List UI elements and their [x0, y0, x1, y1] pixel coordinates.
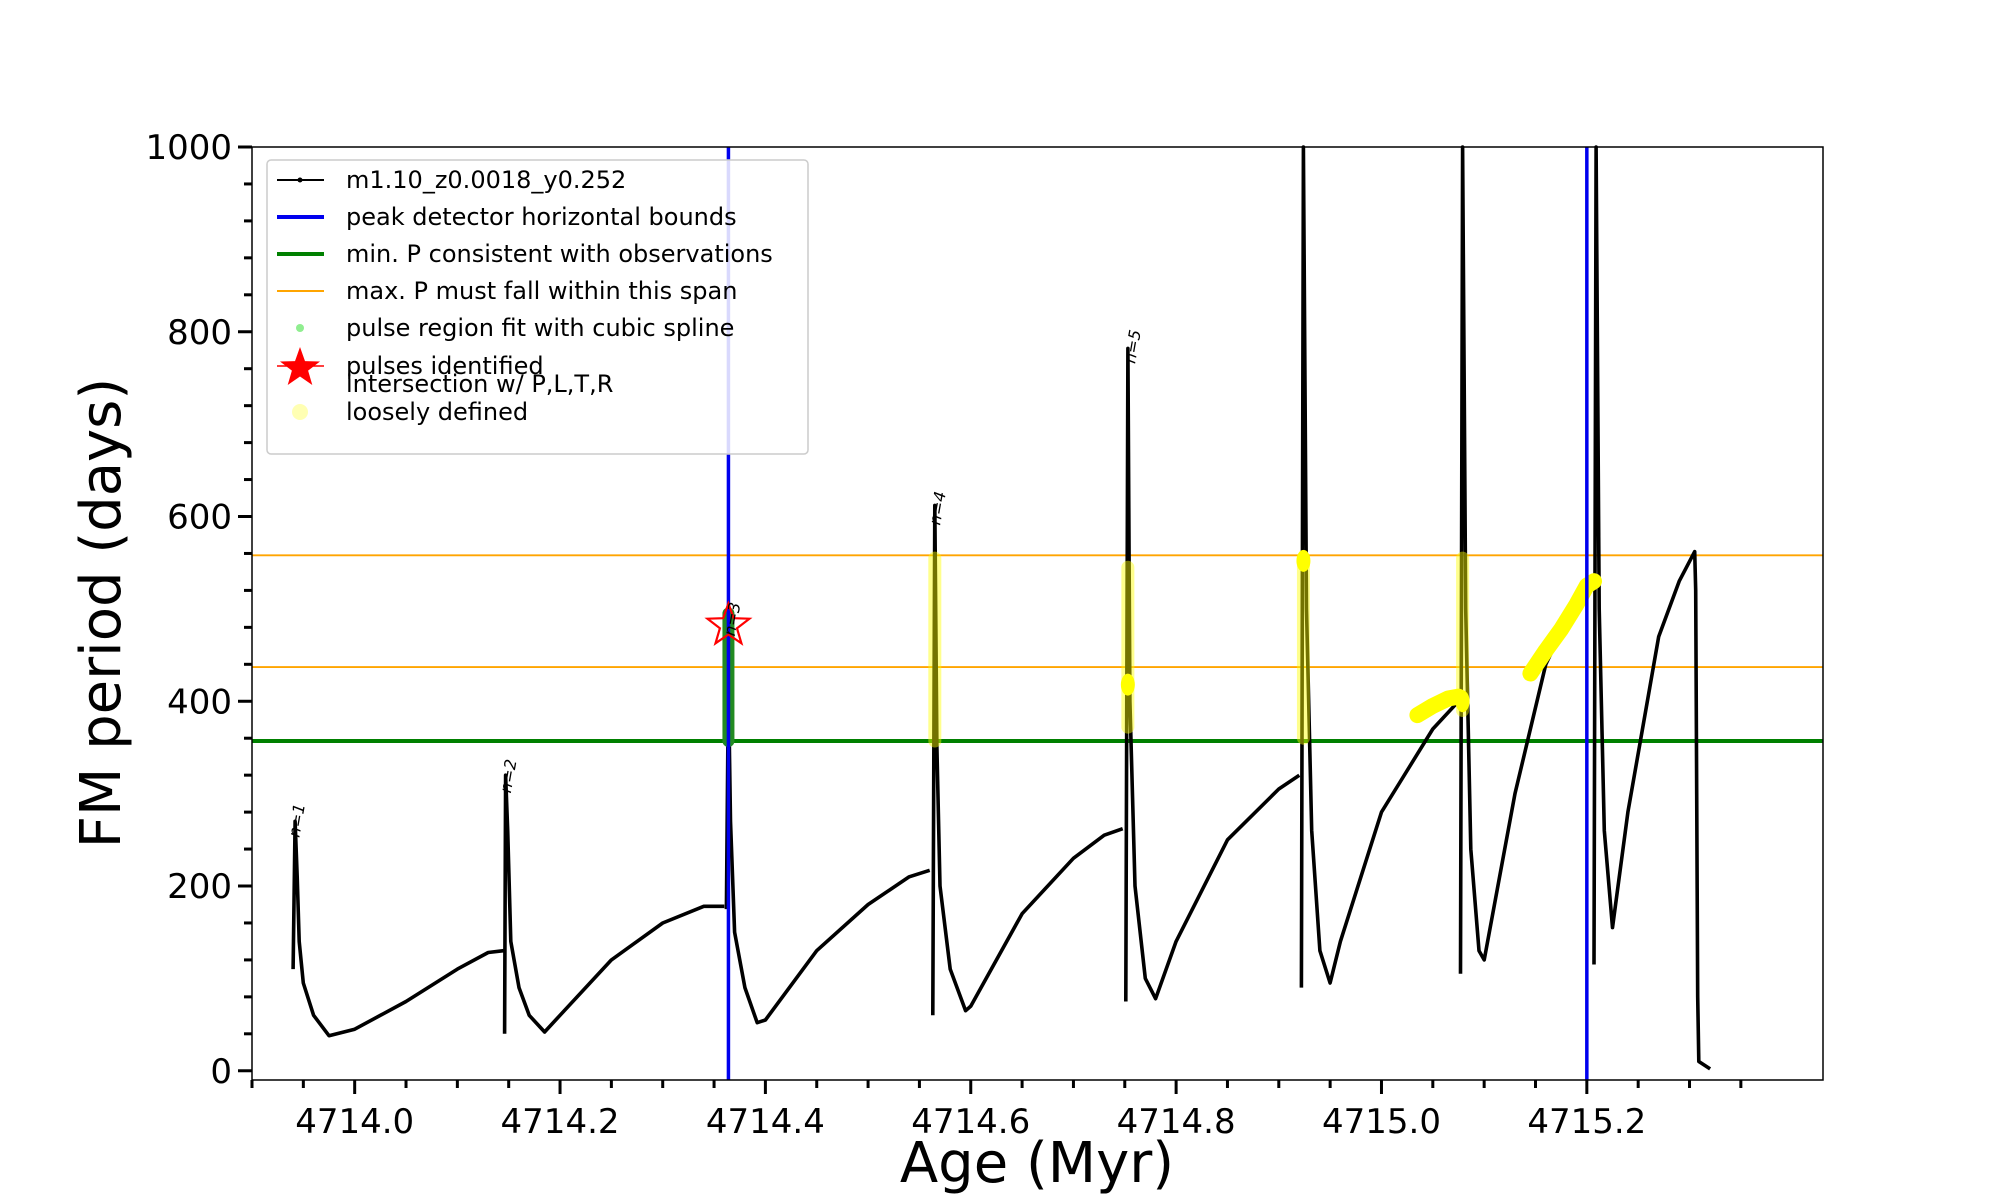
pulses-identified	[704, 600, 753, 646]
x-tick-label-0: 4714.0	[295, 1102, 414, 1142]
legend-handle-4	[296, 324, 304, 332]
plot-frame	[251, 146, 1824, 1081]
legend-label-0: m1.10_z0.0018_y0.252	[346, 166, 626, 194]
series-segment-5	[1299, 145, 1460, 988]
y-axis-ticks: 0 200 400 600 800 1000	[145, 128, 252, 1092]
intersection-blob-0	[1120, 673, 1135, 696]
x-tick-label-5: 4715.0	[1322, 1102, 1441, 1142]
max-period-span-lines	[252, 554, 1823, 668]
y-tick-label-4: 800	[167, 313, 232, 353]
y-tick-label-1: 200	[167, 867, 232, 907]
series-segment-4	[1124, 346, 1301, 1002]
x-tick-label-3: 4714.6	[911, 1102, 1030, 1142]
series-segment-3	[931, 503, 1124, 1016]
intersection-blob-1	[1296, 549, 1311, 572]
y-tick-label-2: 400	[167, 682, 232, 722]
pulse-star-0	[704, 600, 753, 646]
x-tick-label-2: 4714.4	[706, 1102, 825, 1142]
legend-label-6: intersection w/ P,L,T,R	[346, 370, 613, 398]
y-tick-label-3: 600	[167, 498, 232, 538]
legend-label-2: min. P consistent with observations	[346, 240, 773, 268]
y-tick-label-5: 1000	[145, 128, 232, 168]
series-segment-1	[502, 773, 725, 1034]
series-segment-0	[291, 819, 504, 1038]
legend-label-1: peak detector horizontal bounds	[346, 203, 737, 231]
series-segment-7	[1592, 145, 1712, 1071]
legend-label-3: max. P must fall within this span	[346, 277, 737, 305]
legend-box	[266, 159, 809, 455]
x-tick-label-4: 4714.8	[1117, 1102, 1236, 1142]
x-axis-ticks: 4714.0 4714.2 4714.4 4714.6 4714.8 4715.0 4715…	[250, 1080, 1743, 1142]
x-tick-label-6: 4715.2	[1527, 1102, 1646, 1142]
legend-handle-star	[280, 347, 320, 385]
x-tick-label-1: 4714.2	[501, 1102, 620, 1142]
y-axis-label: FM period (days)	[69, 378, 134, 848]
legend-label-5: pulses identified	[346, 352, 544, 380]
legend-label-6-line2: loosely defined	[346, 398, 528, 426]
legend-handle-series-dot	[297, 177, 303, 183]
legend-label-4: pulse region fit with cubic spline	[346, 314, 734, 342]
legend-handle-6	[292, 404, 308, 420]
y-tick-label-0: 0	[210, 1052, 232, 1092]
x-axis-label: Age (Myr)	[900, 1131, 1174, 1196]
intersection-curve-0	[1409, 688, 1467, 724]
